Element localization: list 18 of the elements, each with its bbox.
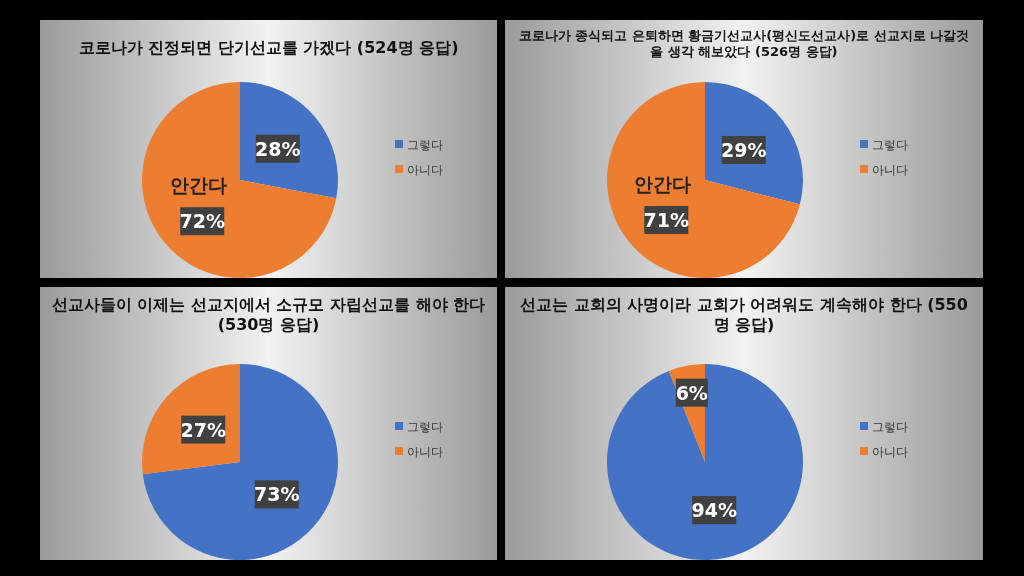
chart-title: 코로나가 종식되고 은퇴하면 황금기선교사(평신도선교사)로 선교지로 나갈것을 생각 해보았다 (526명 응답)	[517, 28, 971, 61]
data-label: 6%	[675, 381, 708, 404]
text: 안간다	[169, 174, 227, 197]
data-label: 73%	[254, 483, 300, 506]
legend-label: 그렇다	[872, 138, 908, 152]
legend-label: 그렇다	[407, 420, 443, 434]
legend-label: 아니다	[407, 163, 443, 177]
legend-label: 아니다	[872, 163, 908, 177]
legend-label: 그렇다	[872, 420, 908, 434]
legend-label: 아니다	[407, 445, 443, 459]
chart-title: 코로나가 진정되면 단기선교를 가겠다 (524명 응답)	[77, 38, 460, 58]
legend-label: 그렇다	[407, 138, 443, 152]
data-label: 29%	[720, 138, 767, 161]
chart-title: 선교는 교회의 사명이라 교회가 어려워도 계속해야 한다 (550명 응답)	[519, 295, 969, 335]
chart-title: 선교사들이 이제는 선교지에서 소규모 자립선교를 해야 한다 (530명 응답)	[50, 295, 487, 335]
data-label: 28%	[255, 137, 301, 160]
text: 안간다	[633, 173, 691, 196]
legend-label: 아니다	[872, 445, 908, 459]
